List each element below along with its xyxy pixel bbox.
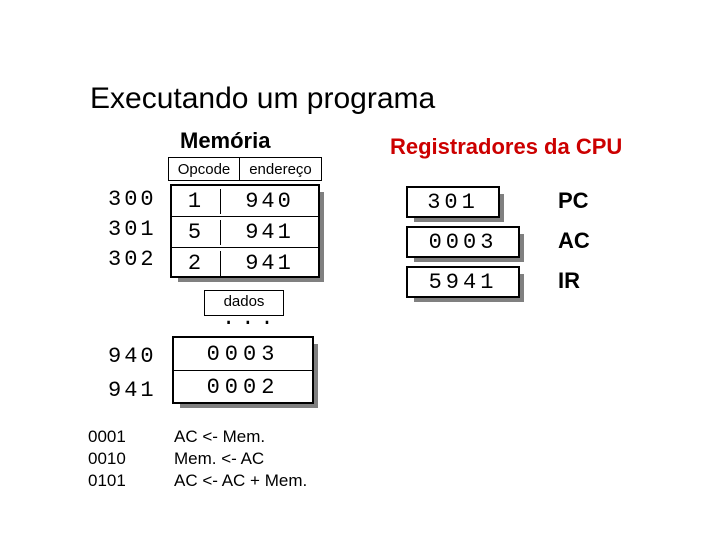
memory-address-column: 300 301 302 <box>108 185 157 275</box>
legend-desc: Mem. <- AC <box>174 448 307 470</box>
data-addr: 941 <box>108 374 157 408</box>
opcode-cell: 1 <box>172 189 221 214</box>
data-row: 0002 <box>174 370 312 403</box>
operand-cell: 941 <box>221 251 318 276</box>
legend-desc: AC <- Mem. <box>174 426 307 448</box>
data-table: 0003 0002 <box>172 336 314 404</box>
opcode-cell: 5 <box>172 220 221 245</box>
reg-box: 0003 <box>406 226 520 258</box>
header-opcode: Opcode <box>169 161 239 178</box>
data-addr: 940 <box>108 340 157 374</box>
header-address: endereço <box>240 161 321 178</box>
mem-addr: 300 <box>108 185 157 215</box>
legend-codes: 0001 0010 0101 <box>88 426 126 492</box>
mem-addr: 302 <box>108 245 157 275</box>
registers-heading: Registradores da CPU <box>390 134 622 160</box>
reg-label-ir: IR <box>558 268 580 294</box>
data-address-column: 940 941 <box>108 340 157 408</box>
opcode-cell: 2 <box>172 251 221 276</box>
legend-descriptions: AC <- Mem. Mem. <- AC AC <- AC + Mem. <box>174 426 307 492</box>
reg-box: 301 <box>406 186 500 218</box>
operand-cell: 940 <box>221 189 318 214</box>
legend-code: 0001 <box>88 426 126 448</box>
data-row: 0003 <box>174 338 312 370</box>
memory-row: 2 941 <box>172 247 318 278</box>
memory-heading: Memória <box>180 128 270 154</box>
memory-header: Opcode endereço <box>168 157 322 181</box>
memory-row: 5 941 <box>172 216 318 247</box>
page-title: Executando um programa <box>90 82 435 116</box>
operand-cell: 941 <box>221 220 318 245</box>
memory-table: 1 940 5 941 2 941 <box>170 184 320 278</box>
ellipsis: ... <box>222 306 280 331</box>
legend-code: 0010 <box>88 448 126 470</box>
memory-row: 1 940 <box>172 186 318 216</box>
reg-label-pc: PC <box>558 188 589 214</box>
legend-desc: AC <- AC + Mem. <box>174 470 307 492</box>
reg-box: 5941 <box>406 266 520 298</box>
mem-addr: 301 <box>108 215 157 245</box>
slide: Executando um programa Memória Registrad… <box>0 0 720 540</box>
reg-label-ac: AC <box>558 228 590 254</box>
legend-code: 0101 <box>88 470 126 492</box>
